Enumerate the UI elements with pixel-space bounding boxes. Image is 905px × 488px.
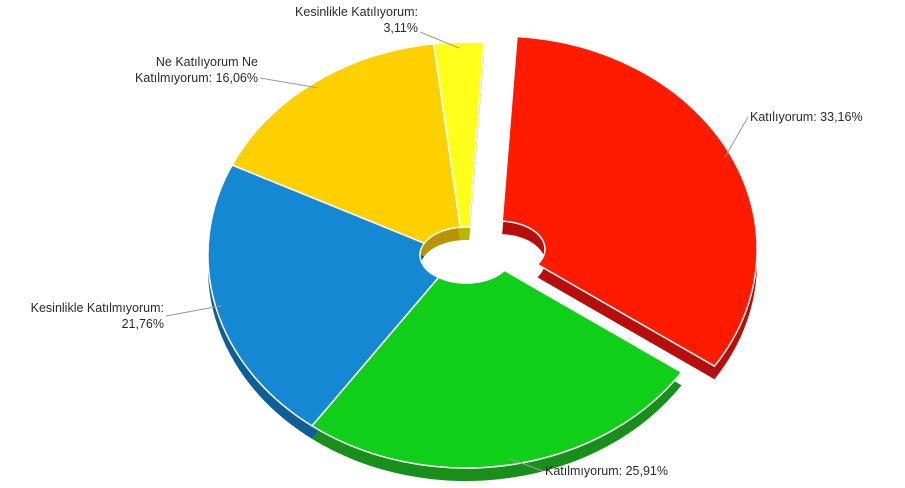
- data-label: Kesinlikle Katılıyorum: 3,11%: [295, 5, 418, 35]
- data-label-line: Katılmıyorum: 25,91%: [545, 464, 668, 478]
- leader-line: [724, 116, 749, 158]
- data-label-line: Katılmıyorum: 16,06%: [135, 71, 258, 85]
- data-label: Ne Katılıyorum Ne Katılmıyorum: 16,06%: [135, 55, 258, 85]
- data-label-line: 21,76%: [122, 317, 164, 331]
- leader-line: [165, 305, 222, 317]
- data-label-line: Kesinlikle Katılmıyorum:: [31, 301, 164, 315]
- data-label-line: Katılıyorum: 33,16%: [750, 110, 863, 124]
- pie-slice: [501, 35, 758, 368]
- pie-slice: [432, 41, 485, 228]
- data-label-line: Ne Katılıyorum Ne: [156, 55, 258, 69]
- leader-line: [509, 458, 544, 472]
- pie-slice: [310, 269, 683, 469]
- data-label: Katılmıyorum: 25,91%: [545, 464, 668, 478]
- leader-line: [419, 31, 460, 49]
- slice-tops: [207, 35, 758, 469]
- data-labels: Katılıyorum: 33,16% Katılmıyorum: 25,91% K…: [31, 5, 863, 478]
- pie-slice: [207, 164, 440, 427]
- data-label: Katılıyorum: 33,16%: [750, 110, 863, 124]
- data-label: Kesinlikle Katılmıyorum: 21,76%: [31, 301, 164, 331]
- leader-line: [259, 77, 318, 89]
- data-label-line: 3,11%: [383, 21, 418, 35]
- data-label-line: Kesinlikle Katılıyorum:: [295, 5, 418, 19]
- pie-slice: [231, 42, 462, 245]
- leader-lines: [165, 31, 749, 472]
